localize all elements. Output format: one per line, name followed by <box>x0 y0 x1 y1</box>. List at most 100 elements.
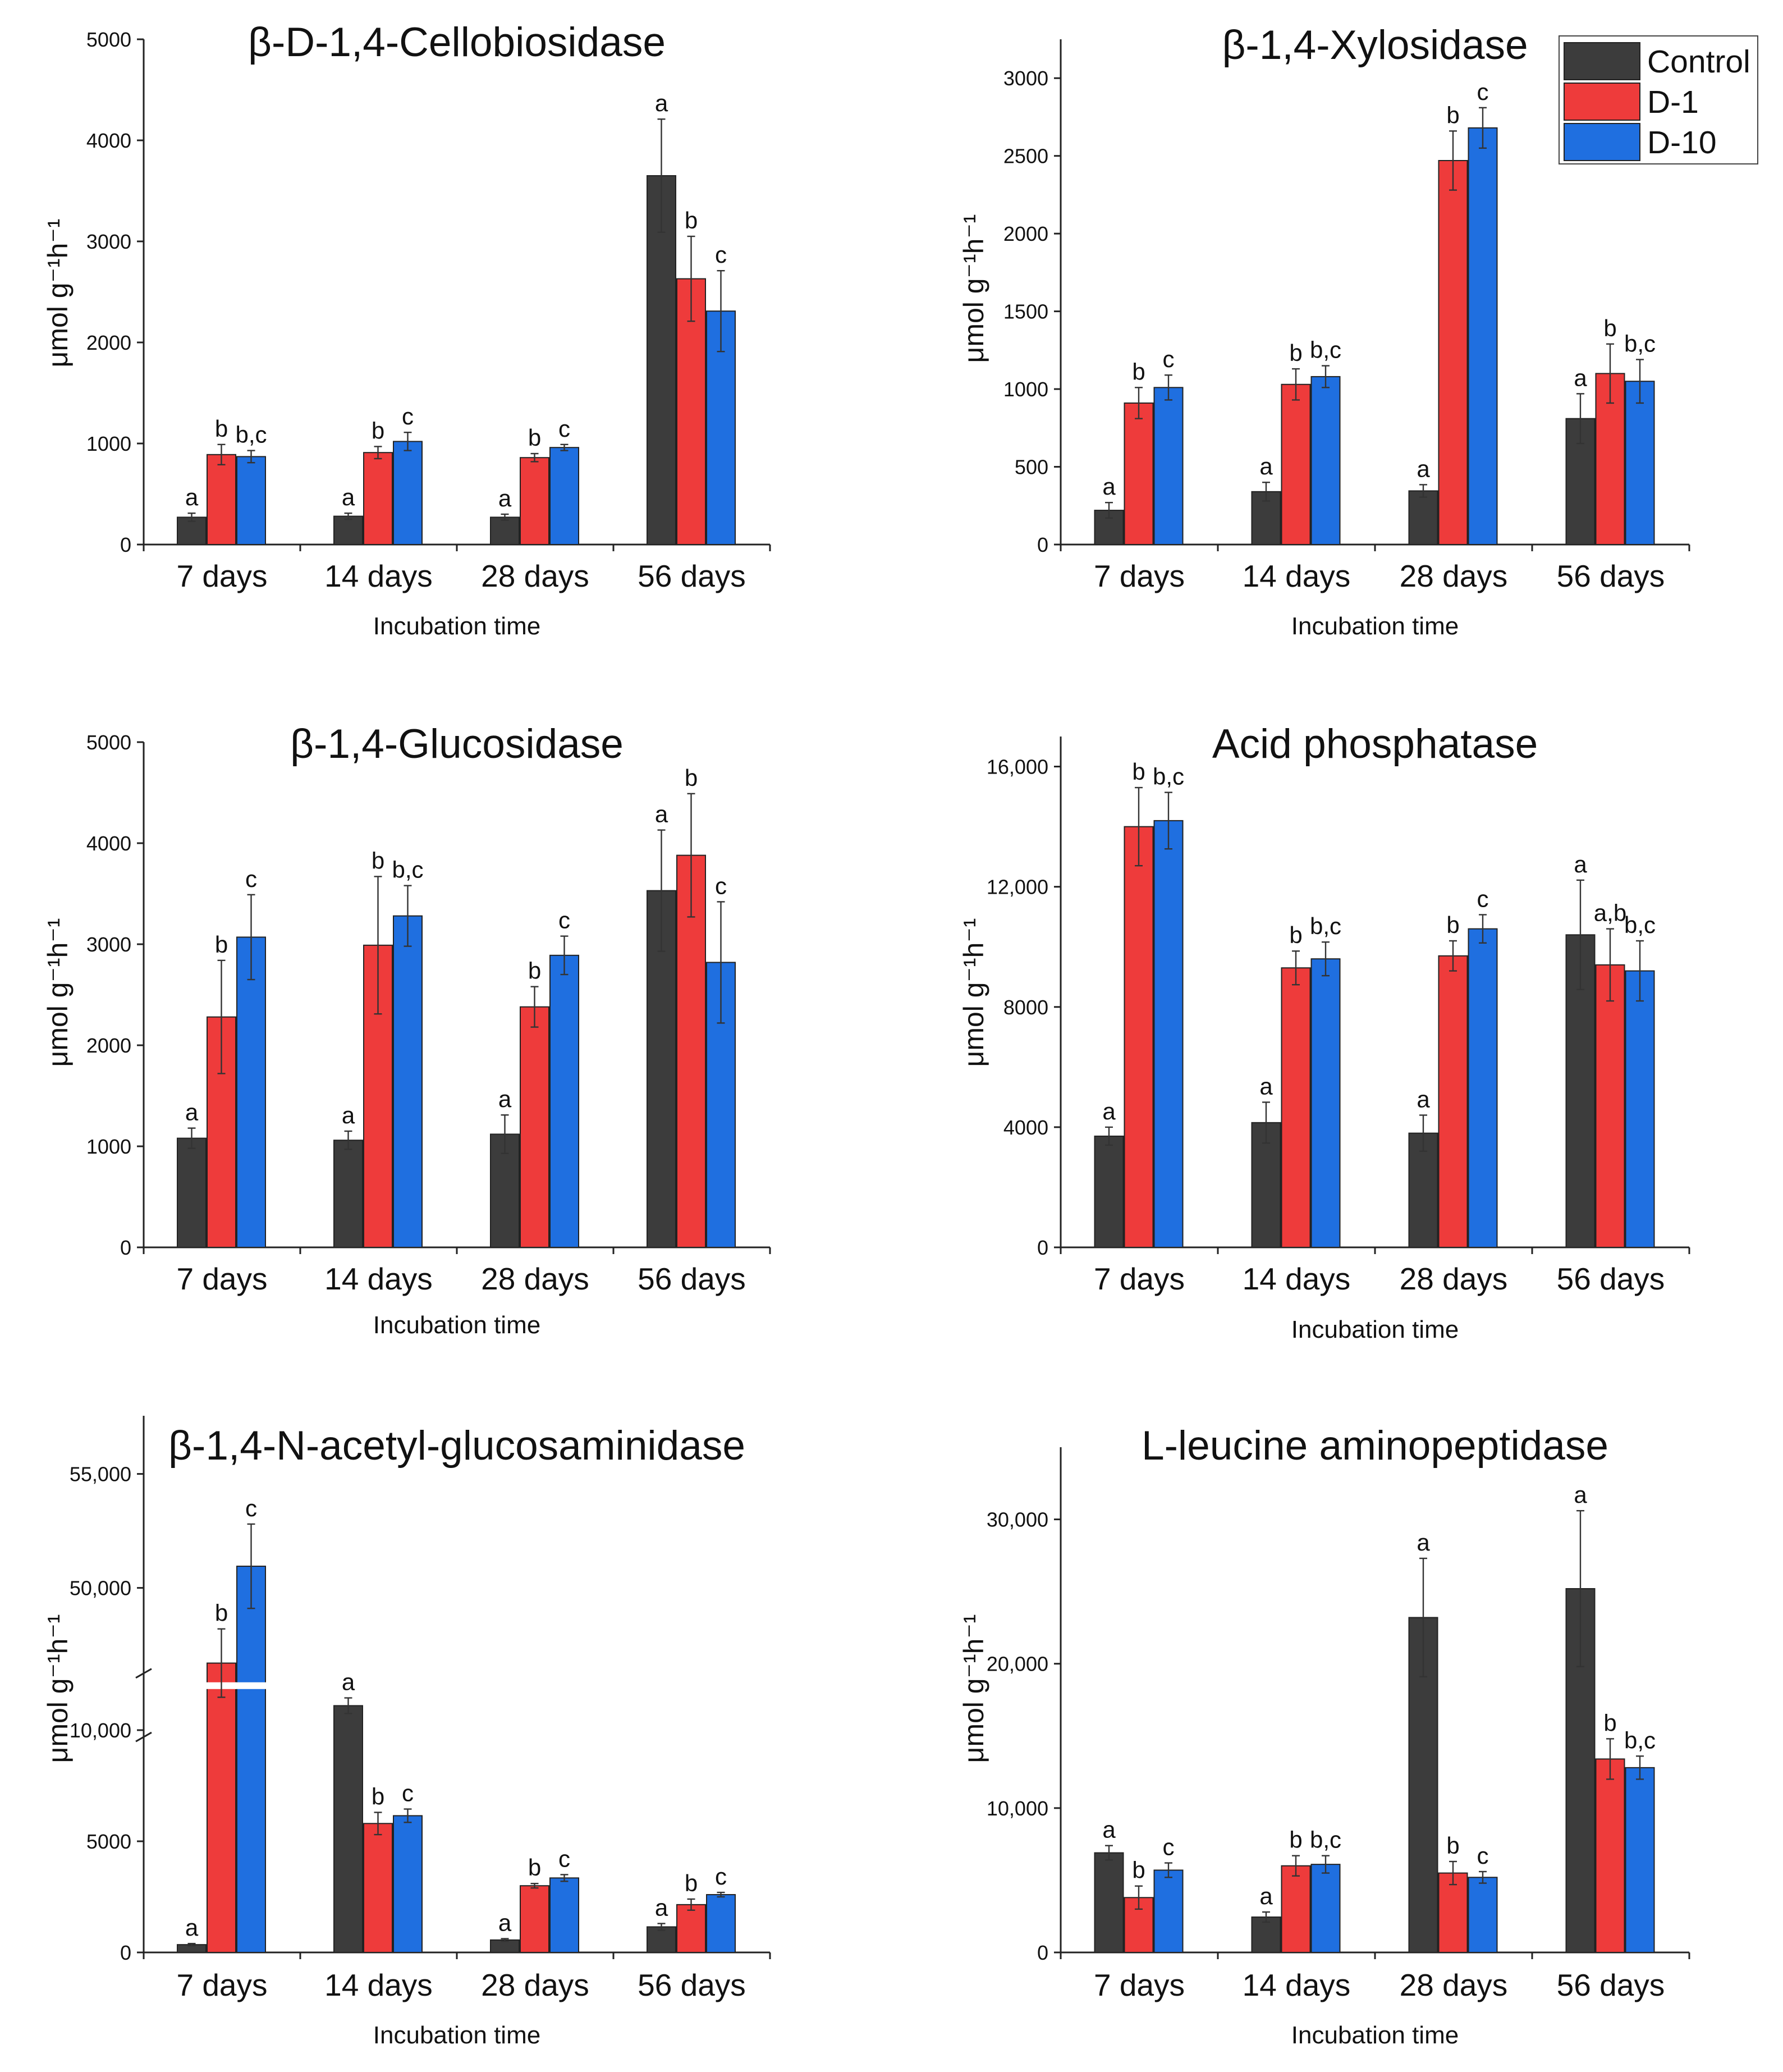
bar-d-1-28-days <box>520 1885 549 1953</box>
y-tick-label: 2000 <box>1003 222 1048 245</box>
y-tick-label: 8000 <box>1003 996 1048 1019</box>
x-category-label: 28 days <box>1400 559 1508 593</box>
significance-label: b <box>1289 340 1302 366</box>
chart-panel-1-4-n-acetyl-glucosaminidase: 0 5000 10,000 50,000 55,000 7 days 14 days 28 d… <box>42 1416 771 2049</box>
chart-title: β-1,4-Xylosidase <box>1222 22 1528 68</box>
significance-label: b,c <box>1310 337 1341 363</box>
bar-d-1-7-days <box>207 1662 236 1954</box>
legend: Control D-1 D-10 <box>1559 35 1758 164</box>
bar-d-1-14-days <box>1281 383 1311 545</box>
y-axis-title: μmol g⁻¹h⁻¹ <box>958 918 989 1067</box>
y-tick-label: 4000 <box>1003 1116 1048 1139</box>
x-axis-title: Incubation time <box>373 1311 540 1339</box>
significance-label: b <box>528 958 541 984</box>
significance-label: b <box>528 1854 541 1881</box>
y-tick-label: 3000 <box>1003 67 1048 90</box>
bar-d-10-7-days <box>1153 1869 1184 1953</box>
significance-label: c <box>715 1863 727 1890</box>
chart-title: β-1,4-Glucosidase <box>290 721 624 767</box>
significance-label: b <box>1446 912 1459 938</box>
significance-label: b <box>1132 1857 1145 1883</box>
bar-d-10-28-days <box>1468 127 1498 546</box>
legend-label-control: Control <box>1647 44 1750 80</box>
bar-d-10-14-days <box>393 441 423 546</box>
bar-d-10-14-days <box>393 915 423 1248</box>
significance-label: b <box>1446 102 1459 128</box>
bar-d-10-56-days <box>706 962 736 1248</box>
significance-label: b,c <box>1624 1727 1656 1753</box>
bar-d-1-14-days <box>363 1823 393 1954</box>
bar-d-1-7-days <box>207 454 236 545</box>
bar-d-10-56-days <box>1625 1767 1655 1954</box>
significance-label: a <box>498 1909 512 1936</box>
bar-control-7-days <box>177 516 207 546</box>
bar-d-1-14-days <box>1281 1865 1311 1954</box>
bar-control-28-days <box>1408 490 1438 546</box>
x-category-label: 7 days <box>1094 559 1185 593</box>
significance-label: a <box>185 1914 199 1941</box>
bar-d-10-7-days <box>236 1566 266 1953</box>
significance-label: b <box>685 1870 698 1896</box>
x-axis-title: Incubation time <box>1291 1316 1459 1343</box>
significance-label: c <box>558 907 570 934</box>
legend-label-d-10: D-10 <box>1647 125 1717 161</box>
y-axis-title: μmol g⁻¹h⁻¹ <box>958 1614 989 1763</box>
y-tick-label: 5000 <box>86 731 131 754</box>
x-category-label: 7 days <box>176 1261 267 1296</box>
bar-control-56-days <box>647 175 676 545</box>
bar-d-1-7-days <box>1124 826 1154 1248</box>
bar-d-10-28-days <box>1468 928 1498 1248</box>
significance-label: b <box>1132 758 1145 785</box>
significance-label: a <box>185 1099 199 1126</box>
significance-label: a <box>1102 1098 1116 1124</box>
significance-label: a <box>1574 364 1587 391</box>
significance-label: b <box>528 424 541 451</box>
significance-label: a <box>342 1669 355 1695</box>
bar-d-1-28-days <box>1438 160 1468 545</box>
x-axis-title: Incubation time <box>373 612 540 640</box>
y-tick-label: 2500 <box>1003 145 1048 168</box>
bar-d-1-56-days <box>676 1904 706 1954</box>
significance-label: b,c <box>1624 330 1656 356</box>
legend-swatch-d-10 <box>1564 123 1640 161</box>
x-axis-title: Incubation time <box>1291 2021 1459 2049</box>
significance-label: c <box>715 872 727 899</box>
x-category-label: 28 days <box>1400 1968 1508 2002</box>
significance-label: b,c <box>1624 912 1656 938</box>
chart-panel-1-4-xylosidase: 0 500 1000 1500 2000 2500 3000 7 days 14 days 28 … <box>958 22 1690 640</box>
significance-label: a <box>1102 473 1116 500</box>
bar-d-1-28-days <box>1438 955 1468 1248</box>
x-axis-title: Incubation time <box>1291 612 1459 640</box>
significance-label: b <box>372 417 384 443</box>
x-category-label: 14 days <box>1243 1968 1351 2002</box>
axis-break-mark <box>135 1731 152 1742</box>
significance-label: a <box>342 484 355 510</box>
significance-label: c <box>402 1780 414 1806</box>
significance-label: b,c <box>1153 763 1184 790</box>
bar-d-10-7-days <box>236 456 266 546</box>
y-tick-label: 0 <box>1037 1941 1048 1964</box>
y-tick-label: 4000 <box>86 832 131 855</box>
chart-title: β-D-1,4-Cellobiosidase <box>248 20 666 65</box>
significance-label: b,c <box>392 857 423 883</box>
significance-label: b <box>215 931 228 958</box>
significance-label: b <box>1289 922 1302 948</box>
bar-d-10-7-days <box>1153 820 1184 1248</box>
significance-label: b <box>1289 1827 1302 1853</box>
x-axis-title: Incubation time <box>373 2021 540 2049</box>
y-tick-label: 10,000 <box>987 1797 1048 1820</box>
bar-d-10-28-days <box>549 1877 579 1954</box>
bar-control-14-days <box>333 1140 363 1248</box>
x-category-label: 7 days <box>1094 1968 1185 2002</box>
chart-panel-acid-phosphatase: 0 4000 8000 12,000 16,000 7 days 14 days 28 day… <box>958 721 1690 1343</box>
x-category-label: 7 days <box>1094 1261 1185 1296</box>
y-tick-label: 50,000 <box>70 1577 131 1600</box>
significance-label: b,c <box>235 422 267 448</box>
significance-label: b,c <box>1310 913 1341 939</box>
chart-panel-1-4-glucosidase: 0 1000 2000 3000 4000 5000 7 days 14 days 28 day… <box>42 721 771 1339</box>
y-tick-label: 0 <box>1037 1236 1048 1259</box>
bar-d-1-7-days <box>1124 402 1154 545</box>
significance-label: b <box>215 1600 228 1626</box>
x-category-label: 7 days <box>176 559 267 593</box>
